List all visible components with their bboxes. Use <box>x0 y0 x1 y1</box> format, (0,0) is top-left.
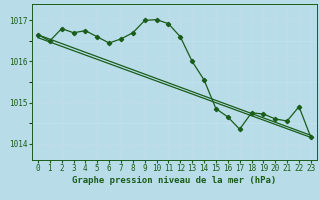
X-axis label: Graphe pression niveau de la mer (hPa): Graphe pression niveau de la mer (hPa) <box>72 176 276 185</box>
